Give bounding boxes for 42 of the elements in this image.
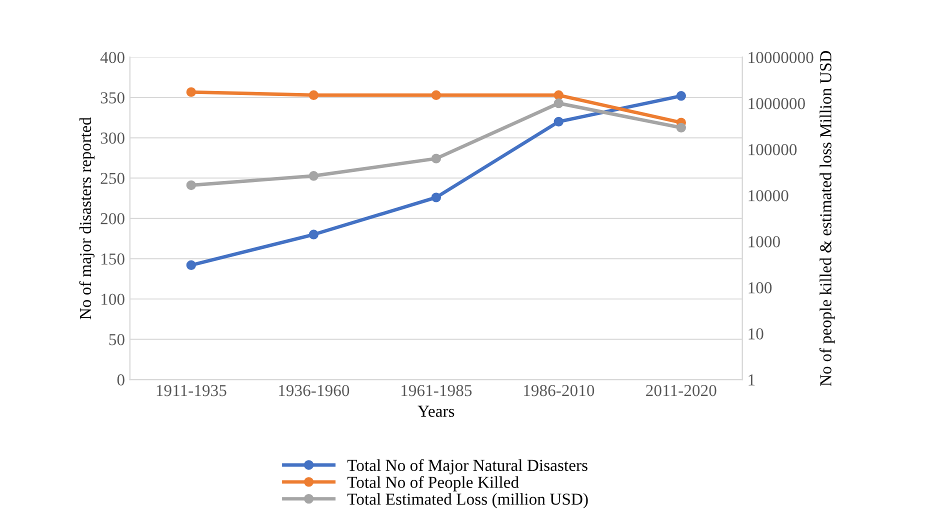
point [554,98,564,108]
point [308,90,319,100]
point [186,180,196,190]
point [554,90,564,100]
point [676,91,686,101]
legend-label: Total Estimated Loss (million USD) [347,493,588,508]
y2-tick-label: 1 [748,374,755,386]
point [431,192,442,202]
x-tick-label: 1961-1985 [402,384,472,396]
y-tick-label: 0 [117,374,124,386]
point [431,154,442,164]
point [308,171,319,181]
x-axis-title: Years [418,406,454,417]
y2-tick-label: 100000 [748,144,797,156]
x-tick-label: 1911-1935 [156,384,226,396]
y2-tick-label: 10 [748,328,764,340]
legend-label: Total No of Major Natural Disasters [347,459,588,474]
x-tick-label: 2011-2020 [646,384,716,396]
y2-tick-label: 10000 [748,190,788,202]
y2-tick-label: 10000000 [748,52,814,64]
y-tick-label: 200 [100,213,124,224]
point [554,116,564,127]
point [186,87,196,97]
y2-tick-label: 100 [748,282,772,294]
point [186,260,196,270]
y2-tick-label: 1000 [748,236,780,248]
x-tick-label: 1986-2010 [524,384,594,396]
y-tick-label: 100 [102,294,124,305]
legend-label: Total No of People Killed [347,476,519,492]
y2-tick-label: 1000000 [748,98,805,110]
y-tick-label: 400 [100,52,124,64]
point [676,122,686,133]
y2-axis-title: No of people killed & estimated loss Million USD [819,51,835,386]
y-tick-label: 50 [109,334,124,346]
y-tick-label: 250 [100,172,124,184]
y-tick-label: 300 [100,132,124,144]
point [431,90,442,100]
y-axis-title: No of major disasters reported [79,117,95,320]
x-tick-label: 1936-1960 [279,384,350,396]
point [308,230,319,240]
y-tick-label: 150 [102,253,124,265]
y-tick-label: 350 [100,92,124,104]
